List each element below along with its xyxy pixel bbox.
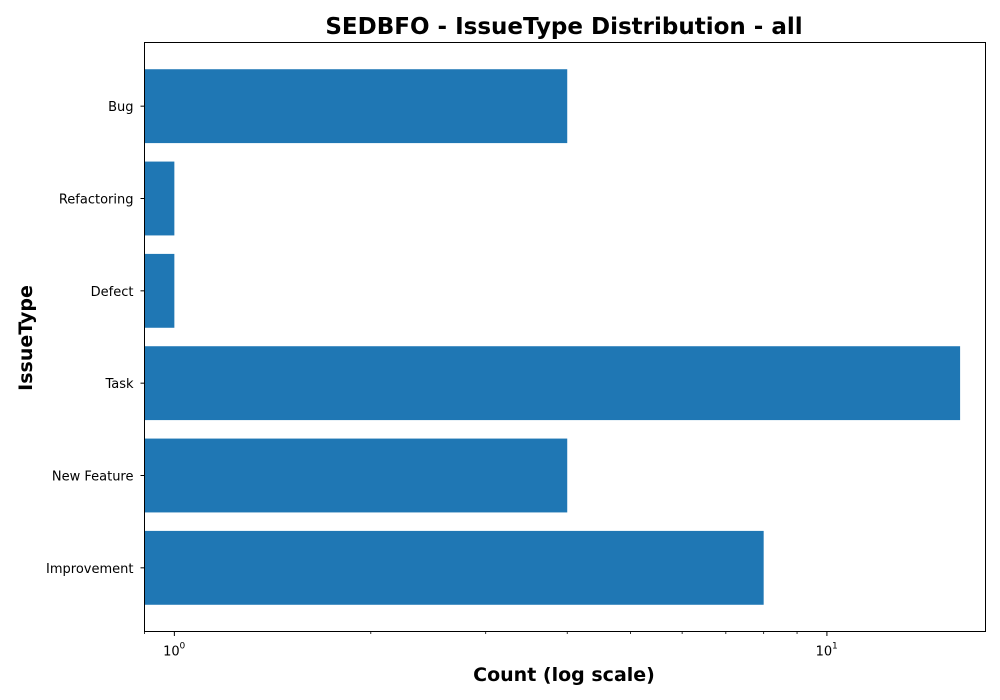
x-ticks-group: 10 0 10 1 (144, 631, 838, 660)
y-tick-label-refactoring: Refactoring (59, 193, 134, 208)
x-axis-label: Count (log scale) (473, 664, 655, 686)
y-tick-label-new-feature: New Feature (52, 470, 134, 485)
y-ticks-group: Bug Refactoring Defect Task New Feature Impro… (46, 100, 145, 577)
y-tick-label-bug: Bug (108, 100, 133, 115)
x-tick-label: 10 (816, 645, 833, 660)
bar-refactoring (144, 161, 175, 236)
chart-title: SEDBFO - IssueType Distribution - all (325, 14, 802, 40)
bar-bug (144, 69, 568, 144)
bar-defect (144, 253, 175, 328)
y-tick-label-defect: Defect (91, 285, 134, 300)
y-axis-label: IssueType (15, 285, 37, 391)
plot-frame (144, 42, 986, 632)
bar-task (144, 346, 961, 421)
y-tick-label-task: Task (104, 377, 134, 392)
x-tick-exponent: 0 (179, 642, 185, 652)
bar-new-feature (144, 438, 568, 513)
bar-improvement (144, 530, 764, 605)
bars-group (144, 69, 961, 605)
y-tick-label-improvement: Improvement (46, 562, 133, 577)
x-tick-label: 10 (163, 645, 180, 660)
x-tick-exponent: 1 (832, 642, 838, 652)
